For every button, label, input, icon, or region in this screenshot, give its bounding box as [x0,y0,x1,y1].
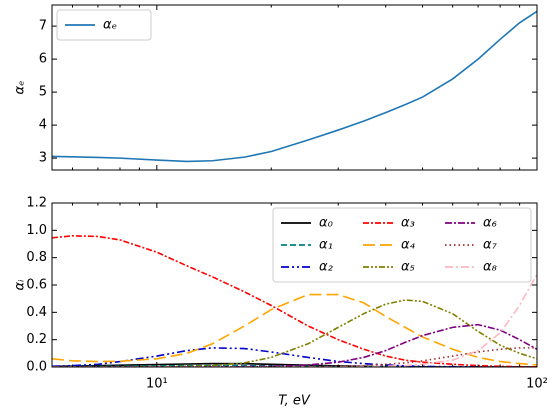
y-axis-label: αᵢ [13,279,28,291]
series-line [52,234,537,367]
legend-label: αₑ [103,18,117,33]
axes-frame [51,202,538,368]
series-line [52,362,537,367]
legend-label: α₀ [319,216,334,231]
x-axis-label: T, eV [278,394,311,409]
legend-label: α₇ [483,238,498,253]
y-tick-label: 0.4 [26,305,47,320]
x-tick-label: 10² [526,377,548,392]
legend-label: α₂ [319,260,333,275]
y-tick-label: 1.0 [26,223,47,238]
series-line [52,273,537,367]
y-tick-label: 0.6 [26,278,47,293]
legend-label: α₄ [401,238,416,253]
series-line [52,293,537,366]
legend-box [272,207,532,283]
y-tick-label: 1.2 [26,196,47,211]
y-tick-label: 4 [39,118,47,133]
y-tick-label: 5 [39,85,47,100]
series-line [52,10,537,163]
y-axis-label: αₑ [13,81,28,95]
legend-label: α₃ [401,216,415,231]
y-tick-label: 0.0 [26,360,47,375]
legend-label: α₈ [483,260,497,275]
x-tick-label: 10¹ [146,377,168,392]
series-line [52,299,537,367]
y-tick-label: 7 [39,19,47,34]
y-tick-label: 0.2 [26,332,47,347]
legend-label: α₆ [483,216,497,231]
legend-box [56,9,152,41]
legend-label: α₁ [319,238,333,253]
y-tick-label: 3 [39,151,47,166]
y-tick-label: 0.8 [26,250,47,265]
legend-label: α₅ [401,260,415,275]
y-tick-label: 6 [39,52,47,67]
axes-frame [51,4,538,171]
